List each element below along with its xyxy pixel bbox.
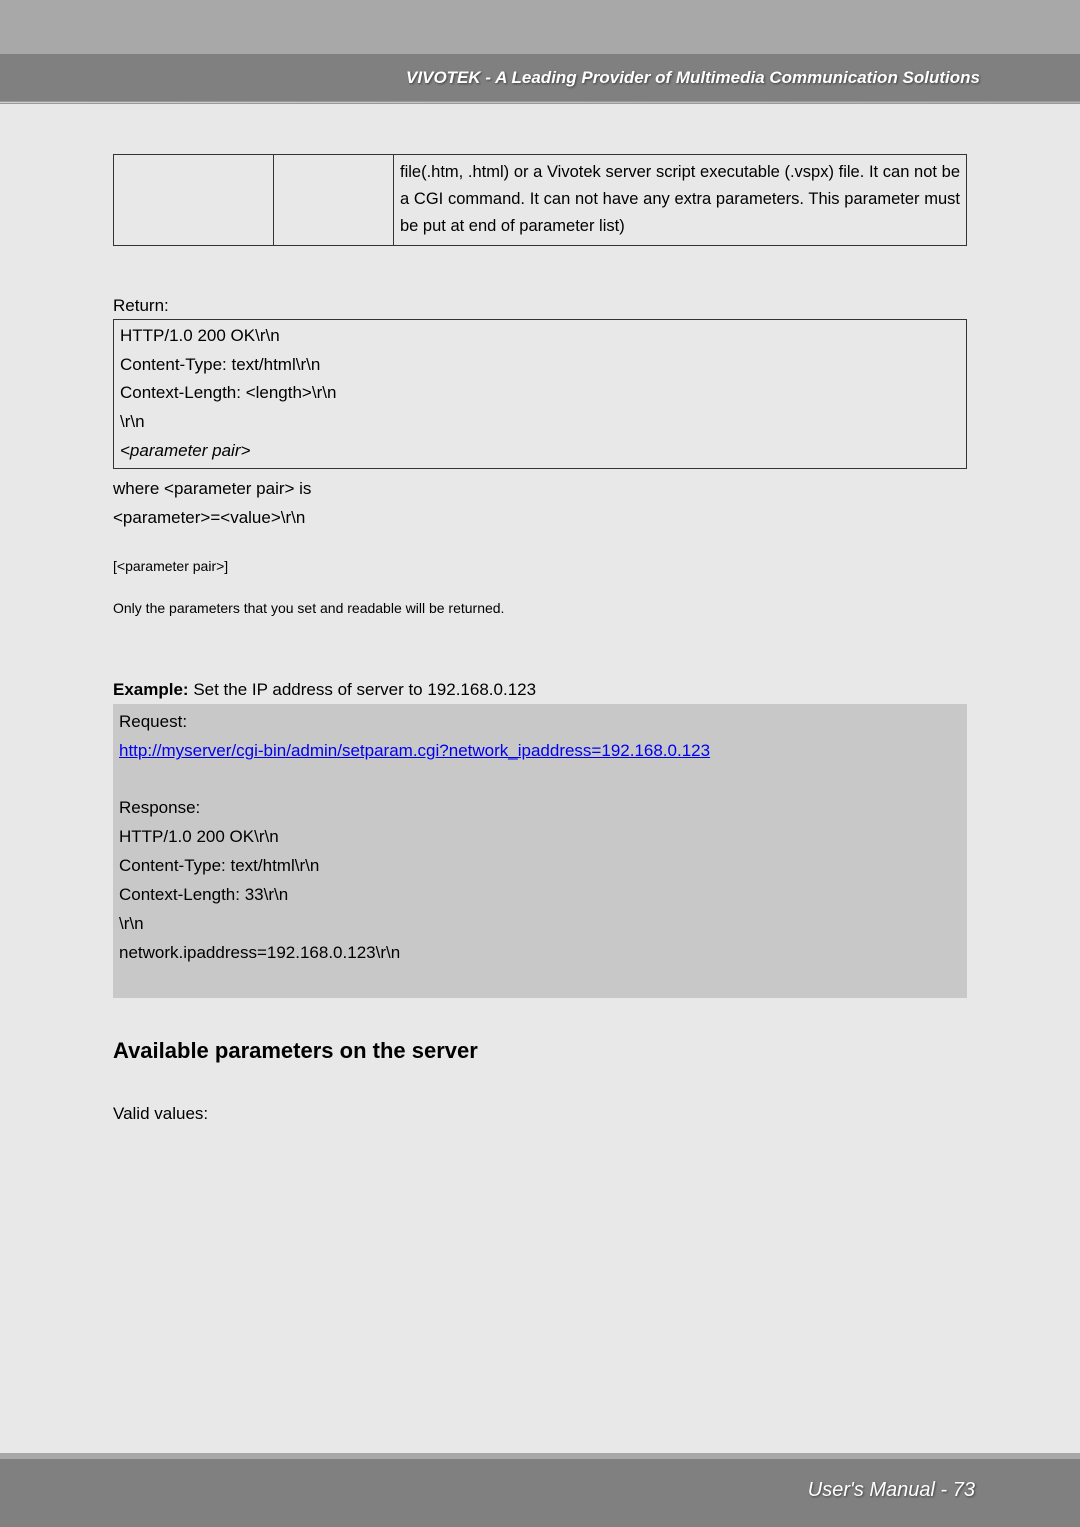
example-label-bold: Example:	[113, 680, 189, 699]
return-label: Return:	[113, 296, 967, 316]
where-line: where <parameter pair> is	[113, 475, 967, 504]
small-line: [<parameter pair>]	[113, 555, 967, 579]
where-line: <parameter>=<value>\r\n	[113, 504, 967, 533]
example-label-rest: Set the IP address of server to 192.168.…	[189, 680, 536, 699]
table-cell-description: file(.htm, .html) or a Vivotek server sc…	[394, 155, 967, 246]
top-gray-bar	[0, 0, 1080, 54]
return-box: HTTP/1.0 200 OK\r\n Content-Type: text/h…	[113, 319, 967, 469]
valid-values-label: Valid values:	[113, 1104, 967, 1124]
section-heading: Available parameters on the server	[113, 1038, 967, 1064]
table-cell-empty	[274, 155, 394, 246]
response-line: HTTP/1.0 200 OK\r\n	[119, 823, 961, 852]
return-line: HTTP/1.0 200 OK\r\n	[120, 322, 960, 351]
footer-text: User's Manual - 73	[808, 1479, 975, 1502]
return-line-italic: <parameter pair>	[120, 437, 960, 466]
response-line: \r\n	[119, 910, 961, 939]
small-text-block: [<parameter pair>] Only the parameters t…	[113, 555, 967, 621]
footer-top-bar	[0, 1453, 1080, 1459]
response-line: Content-Type: text/html\r\n	[119, 852, 961, 881]
return-line: Content-Type: text/html\r\n	[120, 351, 960, 380]
where-text: where <parameter pair> is <parameter>=<v…	[113, 475, 967, 533]
footer-area: User's Manual - 73	[0, 1453, 1080, 1527]
return-line: \r\n	[120, 408, 960, 437]
content-area: file(.htm, .html) or a Vivotek server sc…	[0, 104, 1080, 1124]
table-row: file(.htm, .html) or a Vivotek server sc…	[114, 155, 967, 246]
example-url-link[interactable]: http://myserver/cgi-bin/admin/setparam.c…	[119, 741, 710, 760]
table-cell-empty	[114, 155, 274, 246]
example-box: Request: http://myserver/cgi-bin/admin/s…	[113, 704, 967, 997]
response-line: network.ipaddress=192.168.0.123\r\n	[119, 939, 961, 968]
response-line: Context-Length: 33\r\n	[119, 881, 961, 910]
parameter-table: file(.htm, .html) or a Vivotek server sc…	[113, 154, 967, 246]
request-label: Request:	[119, 708, 961, 737]
return-line: Context-Length: <length>\r\n	[120, 379, 960, 408]
response-label: Response:	[119, 794, 961, 823]
header-banner-text: VIVOTEK - A Leading Provider of Multimed…	[406, 68, 980, 88]
small-line: Only the parameters that you set and rea…	[113, 597, 967, 621]
example-heading: Example: Set the IP address of server to…	[113, 680, 967, 700]
header-banner: VIVOTEK - A Leading Provider of Multimed…	[0, 54, 1080, 101]
